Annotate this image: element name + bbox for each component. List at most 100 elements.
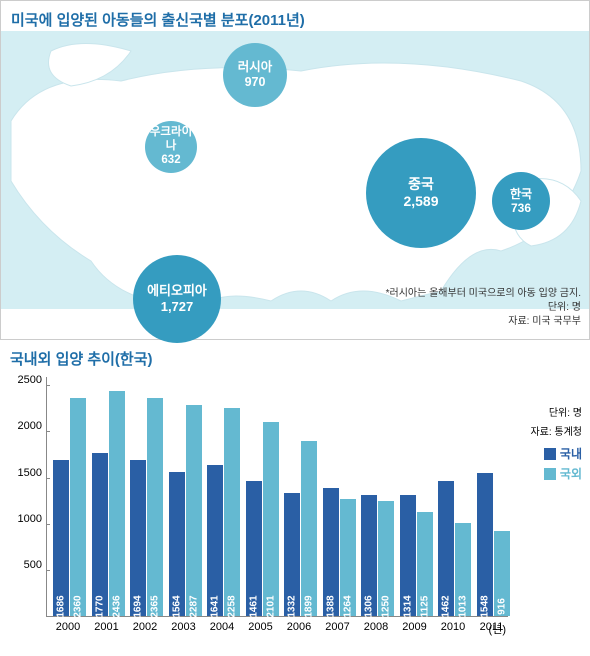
bar-value-label: 1564	[171, 595, 182, 617]
bubble-value: 632	[161, 154, 180, 168]
bar-value-label: 1686	[56, 595, 67, 617]
bar-overseas-2008: 1250	[378, 501, 394, 616]
bubble-중국: 중국2,589	[366, 138, 476, 248]
x-tick-label: 2007	[320, 621, 356, 633]
bar-domestic-2003: 1564	[169, 472, 185, 616]
legend-item-domestic: 국내	[510, 445, 582, 462]
legend-item-overseas: 국외	[510, 465, 582, 482]
landmass-svg	[1, 31, 590, 309]
legend-source: 자료: 통계청	[510, 426, 582, 439]
chart-area: 500 1000 1500 2000 2500 1686 2360 1770 2436 1694…	[6, 377, 584, 637]
bar-value-label: 1125	[419, 596, 430, 618]
x-tick-label: 2000	[50, 621, 86, 633]
bubble-name: 에티오피아	[147, 283, 207, 299]
bar-overseas-2000: 2360	[70, 398, 86, 616]
bubble-우크라이나: 우크라이나632	[145, 121, 197, 173]
bar-value-label: 1306	[364, 595, 375, 617]
x-tick-label: 2004	[204, 621, 240, 633]
bar-overseas-2009: 1125	[417, 512, 433, 616]
bar-value-label: 1264	[342, 595, 353, 617]
bar-value-label: 1548	[479, 595, 490, 617]
bubble-value: 2,589	[403, 193, 438, 210]
y-tick: 2000	[18, 420, 42, 432]
bar-chart-title: 국내외 입양 추이(한국)	[6, 348, 584, 369]
bar-value-label: 1641	[210, 595, 221, 617]
bar-overseas-2007: 1264	[340, 499, 356, 616]
bar-value-label: 1250	[381, 595, 392, 617]
y-tick: 2500	[18, 374, 42, 386]
x-tick-label: 2008	[358, 621, 394, 633]
bar-domestic-2007: 1388	[323, 488, 339, 616]
map-background	[1, 31, 589, 309]
bar-overseas-2011: 916	[494, 531, 510, 616]
x-tick-label: 2009	[397, 621, 433, 633]
bar-value-label: 2101	[265, 595, 276, 617]
bar-overseas-2004: 2258	[224, 408, 240, 616]
bar-overseas-2006: 1899	[301, 441, 317, 616]
adoption-trend-chart: 국내외 입양 추이(한국) 500 1000 1500 2000 2500 1686 23…	[0, 340, 590, 656]
legend-label: 국내	[560, 445, 582, 462]
y-axis: 500 1000 1500 2000 2500	[6, 377, 46, 617]
bubble-에티오피아: 에티오피아1,727	[133, 255, 221, 343]
bubble-name: 러시아	[238, 60, 273, 75]
bubble-name: 중국	[408, 176, 434, 193]
map-title: 미국에 입양된 아동들의 출신국별 분포(2011년)	[11, 9, 305, 30]
x-tick-label: 2001	[89, 621, 125, 633]
legend-swatch	[544, 448, 556, 460]
bar-domestic-2004: 1641	[207, 465, 223, 616]
y-tick: 500	[24, 559, 42, 571]
x-tick-label: 2002	[127, 621, 163, 633]
bubble-value: 970	[245, 75, 266, 90]
bar-value-label: 1462	[441, 595, 452, 617]
bar-domestic-2002: 1694	[130, 460, 146, 616]
bar-value-label: 1694	[133, 595, 144, 617]
bar-value-label: 2365	[150, 595, 161, 617]
bar-overseas-2001: 2436	[109, 391, 125, 616]
bar-domestic-2011: 1548	[477, 473, 493, 616]
bar-value-label: 1899	[304, 595, 315, 617]
legend-unit: 단위: 명	[510, 407, 582, 420]
bar-value-label: 1332	[287, 595, 298, 617]
bar-value-label: 2360	[73, 595, 84, 617]
x-tick-label: 2010	[435, 621, 471, 633]
map-footnote-2: 단위: 명	[548, 298, 581, 313]
y-tick: 1000	[18, 513, 42, 525]
bubble-name: 우크라이나	[145, 126, 197, 154]
legend-label: 국외	[560, 465, 582, 482]
bar-overseas-2010: 1013	[455, 523, 471, 617]
bar-overseas-2005: 2101	[263, 422, 279, 616]
bar-value-label: 1770	[94, 595, 105, 617]
bar-value-label: 916	[496, 598, 507, 615]
x-tick-label: 2003	[166, 621, 202, 633]
bubble-name: 한국	[510, 187, 532, 201]
bar-domestic-2000: 1686	[53, 460, 69, 616]
adoption-origin-map: 미국에 입양된 아동들의 출신국별 분포(2011년) 러시아970 우크라이나6…	[0, 0, 590, 340]
bar-domestic-2005: 1461	[246, 481, 262, 616]
bar-overseas-2002: 2365	[147, 398, 163, 616]
bar-value-label: 2287	[188, 595, 199, 617]
x-tick-label: 2006	[281, 621, 317, 633]
bar-domestic-2010: 1462	[438, 481, 454, 616]
x-axis-unit: (년)	[489, 621, 506, 637]
bar-domestic-2008: 1306	[361, 495, 377, 616]
bar-domestic-2006: 1332	[284, 493, 300, 616]
bubble-value: 1,727	[161, 299, 194, 315]
legend-swatch	[544, 468, 556, 480]
bar-domestic-2001: 1770	[92, 453, 108, 616]
bar-value-label: 1013	[458, 595, 469, 617]
bar-domestic-2009: 1314	[400, 495, 416, 616]
bar-overseas-2003: 2287	[186, 405, 202, 616]
legend-items: 국내국외	[510, 445, 582, 482]
bar-value-label: 2258	[227, 595, 238, 617]
bar-value-label: 1388	[325, 595, 336, 617]
bar-value-label: 2436	[111, 595, 122, 617]
x-tick-label: 2005	[243, 621, 279, 633]
map-footnote-3: 자료: 미국 국무부	[508, 312, 581, 327]
bubble-한국: 한국736	[492, 172, 550, 230]
y-tick: 1500	[18, 467, 42, 479]
legend: 단위: 명 자료: 통계청 국내국외	[510, 407, 582, 485]
bubble-value: 736	[511, 201, 531, 215]
bar-value-label: 1461	[248, 595, 259, 617]
bubble-러시아: 러시아970	[223, 43, 287, 107]
map-footnote-1: *러시아는 올해부터 미국으로의 아동 입양 금지.	[386, 284, 581, 299]
